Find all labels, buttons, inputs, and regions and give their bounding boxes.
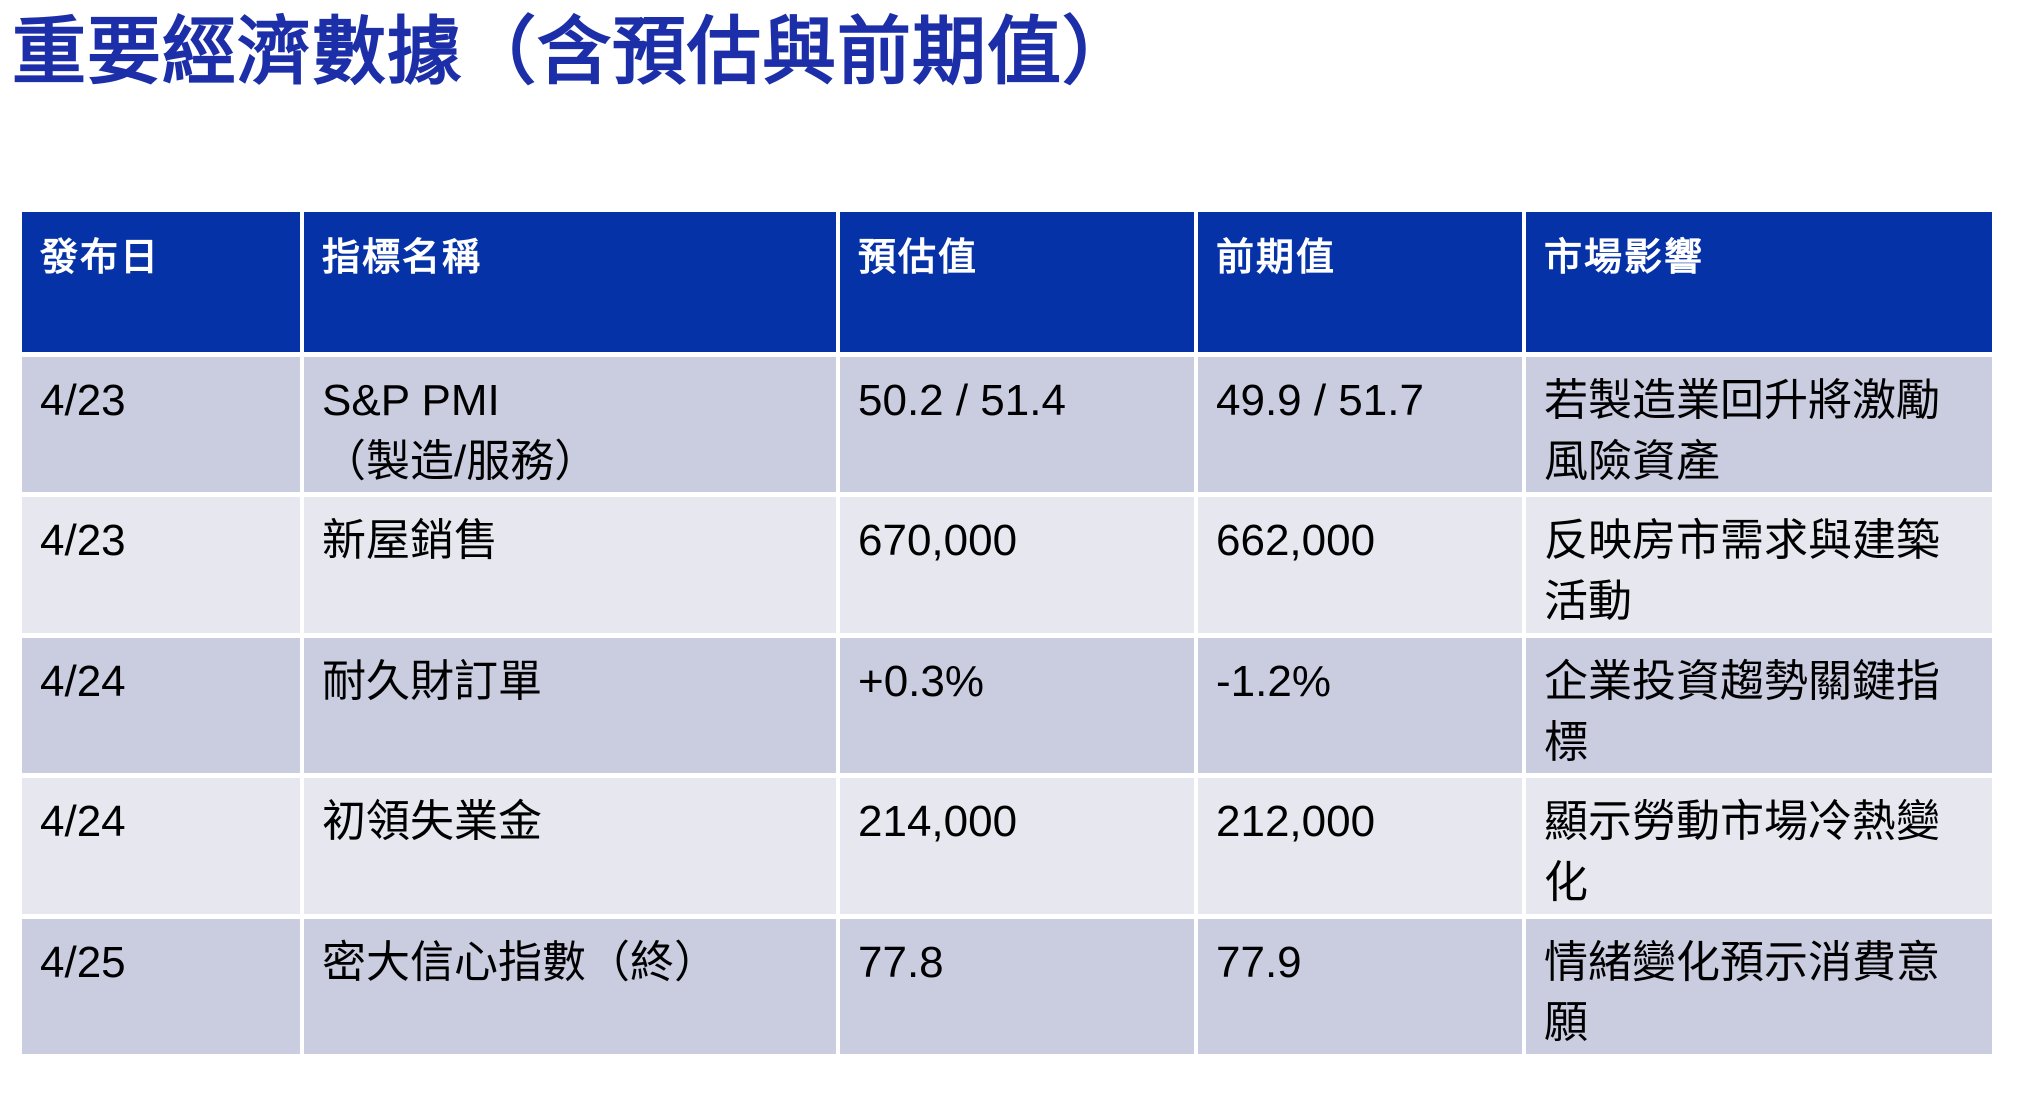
cell-previous: 49.9 / 51.7: [1198, 357, 1526, 498]
cell-indicator: S&P PMI （製造/服務）: [304, 357, 840, 498]
cell-previous: 212,000: [1198, 778, 1526, 919]
table-row: 4/23 新屋銷售 670,000 662,000 反映房市需求與建築活動: [22, 497, 1992, 638]
header-cell-release-date: 發布日: [22, 212, 304, 357]
cell-date: 4/24: [22, 637, 304, 779]
cell-estimate: 670,000: [840, 497, 1198, 638]
cell-estimate: 50.2 / 51.4: [840, 357, 1198, 498]
cell-estimate: 77.8: [840, 918, 1198, 1060]
cell-date: 4/25: [22, 918, 304, 1060]
table-row: 4/24 耐久財訂單 +0.3% -1.2% 企業投資趨勢關鍵指標: [22, 637, 1992, 779]
cell-indicator: 初領失業金: [304, 778, 840, 919]
cell-date: 4/23: [22, 497, 304, 638]
cell-previous: 662,000: [1198, 497, 1526, 638]
cell-impact: 反映房市需求與建築活動: [1526, 497, 1992, 638]
cell-indicator: 密大信心指數（終）: [304, 918, 840, 1060]
table-row: 4/24 初領失業金 214,000 212,000 顯示勞動市場冷熱變化: [22, 778, 1992, 919]
cell-impact: 若製造業回升將激勵風險資產: [1526, 357, 1992, 498]
economic-data-table: 發布日 指標名稱 預估值 前期值 市場影響 4/23 S&P PMI （製造/服…: [22, 212, 1992, 1060]
cell-impact: 顯示勞動市場冷熱變化: [1526, 778, 1992, 919]
cell-indicator: 耐久財訂單: [304, 637, 840, 779]
cell-estimate: +0.3%: [840, 637, 1198, 779]
header-cell-estimate: 預估值: [840, 212, 1198, 357]
header-cell-previous: 前期值: [1198, 212, 1526, 357]
table-row: 4/23 S&P PMI （製造/服務） 50.2 / 51.4 49.9 / …: [22, 357, 1992, 498]
cell-estimate: 214,000: [840, 778, 1198, 919]
cell-date: 4/24: [22, 778, 304, 919]
cell-previous: -1.2%: [1198, 637, 1526, 779]
cell-indicator: 新屋銷售: [304, 497, 840, 638]
cell-date: 4/23: [22, 357, 304, 498]
page-title: 重要經濟數據（含預估與前期值）: [12, 10, 1137, 93]
table-header-row: 發布日 指標名稱 預估值 前期值 市場影響: [22, 212, 1992, 357]
header-cell-indicator-name: 指標名稱: [304, 212, 840, 357]
cell-impact: 情緒變化預示消費意願: [1526, 918, 1992, 1060]
table-row: 4/25 密大信心指數（終） 77.8 77.9 情緒變化預示消費意願: [22, 918, 1992, 1060]
header-cell-market-impact: 市場影響: [1526, 212, 1992, 357]
cell-impact: 企業投資趨勢關鍵指標: [1526, 637, 1992, 779]
cell-previous: 77.9: [1198, 918, 1526, 1060]
